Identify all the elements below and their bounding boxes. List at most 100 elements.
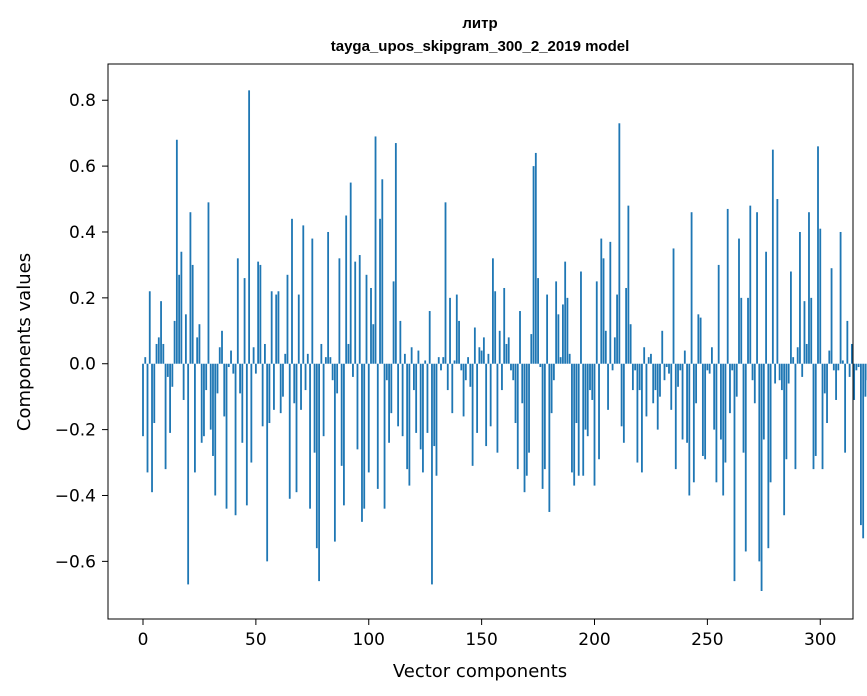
bar-component-265 [740,297,743,364]
bar-component-39 [230,350,232,364]
bar-component-24 [196,337,199,364]
bar-component-180 [548,363,551,512]
bar-component-93 [352,363,354,377]
bar-component-20 [187,363,190,585]
bar-component-255 [717,264,720,364]
bar-component-195 [582,363,585,476]
bar-component-184 [557,314,560,364]
y-axis-label: Components values [14,253,35,431]
bar-component-114 [399,320,402,364]
bar-component-12 [169,363,171,433]
bar-component-252 [711,347,713,364]
bar-component-84 [331,363,334,381]
bar-component-280 [774,363,777,384]
bar-component-230 [661,330,664,364]
bar-component-176 [539,363,542,368]
bar-component-35 [221,330,223,364]
bar-component-250 [706,363,709,371]
bar-component-112 [394,143,397,364]
bar-component-193 [577,363,580,476]
bar-component-266 [742,363,745,453]
bar-series [142,90,867,591]
bar-component-169 [523,363,526,493]
bar-component-109 [388,363,390,443]
bar-component-121 [415,363,418,433]
bar-component-174 [534,152,537,364]
bar-component-185 [559,357,562,364]
bar-component-73 [306,353,309,364]
bar-component-183 [555,281,558,364]
bar-component-161 [505,343,508,364]
bar-component-286 [787,363,790,384]
bar-component-1 [144,357,147,364]
x-tick-label: 0 [138,630,149,650]
y-tick-label: 0.8 [69,91,96,111]
bar-component-5 [153,363,156,424]
bar-component-102 [372,324,375,364]
bar-component-13 [171,363,174,387]
bar-component-228 [656,363,659,430]
bar-component-284 [783,363,786,516]
x-axis-ticks: 0 50 100 150 200 250 300 [138,619,836,650]
bar-component-72 [304,363,307,391]
bar-component-299 [817,146,819,364]
bar-component-156 [494,291,497,364]
bar-component-149 [478,347,481,364]
bar-component-143 [464,363,467,381]
bar-component-66 [291,218,293,364]
bar-component-279 [771,149,774,364]
bar-component-26 [200,363,203,443]
bar-component-135 [446,363,449,391]
bar-component-97 [361,363,363,522]
bar-component-51 [257,261,260,364]
bar-component-282 [778,363,781,381]
bar-component-199 [591,363,594,400]
bar-component-310 [841,360,844,364]
bar-component-178 [543,363,546,470]
bar-component-211 [618,123,621,364]
bar-component-222 [643,347,646,364]
bar-component-127 [428,311,431,364]
bar-component-155 [492,258,494,364]
bar-component-215 [627,205,630,364]
bar-component-63 [284,353,287,364]
bar-component-240 [683,350,686,364]
bar-component-225 [650,353,652,364]
bar-component-175 [537,278,539,364]
bar-component-137 [451,363,454,414]
bar-component-292 [801,363,804,377]
bar-component-41 [234,363,237,516]
bar-component-138 [453,360,456,364]
bar-component-8 [160,301,162,364]
bar-component-134 [444,202,447,364]
bar-component-224 [647,357,650,364]
bar-component-167 [519,311,521,364]
bar-component-47 [248,90,251,364]
bar-component-153 [487,353,490,364]
bar-component-303 [826,363,828,424]
bar-component-94 [354,261,357,364]
bar-component-6 [155,343,158,364]
bar-component-207 [609,241,612,364]
bar-component-85 [333,363,336,542]
bar-component-205 [604,330,607,364]
bar-component-182 [552,363,555,381]
bar-component-218 [634,363,637,371]
bar-component-162 [507,337,510,364]
bar-component-69 [297,294,300,364]
bar-component-239 [681,363,684,440]
bar-component-108 [385,363,388,381]
bar-component-209 [613,337,616,364]
bar-component-246 [697,314,700,364]
bar-component-189 [568,353,571,364]
bar-component-295 [808,212,810,364]
bar-component-48 [250,363,253,463]
bar-component-288 [792,357,795,364]
x-axis-label: Vector components [393,661,567,682]
bar-component-243 [690,212,693,364]
bar-component-305 [830,268,833,364]
bar-component-101 [370,287,372,364]
bar-component-136 [449,297,451,364]
bar-component-118 [408,363,411,486]
bar-component-67 [293,363,296,404]
